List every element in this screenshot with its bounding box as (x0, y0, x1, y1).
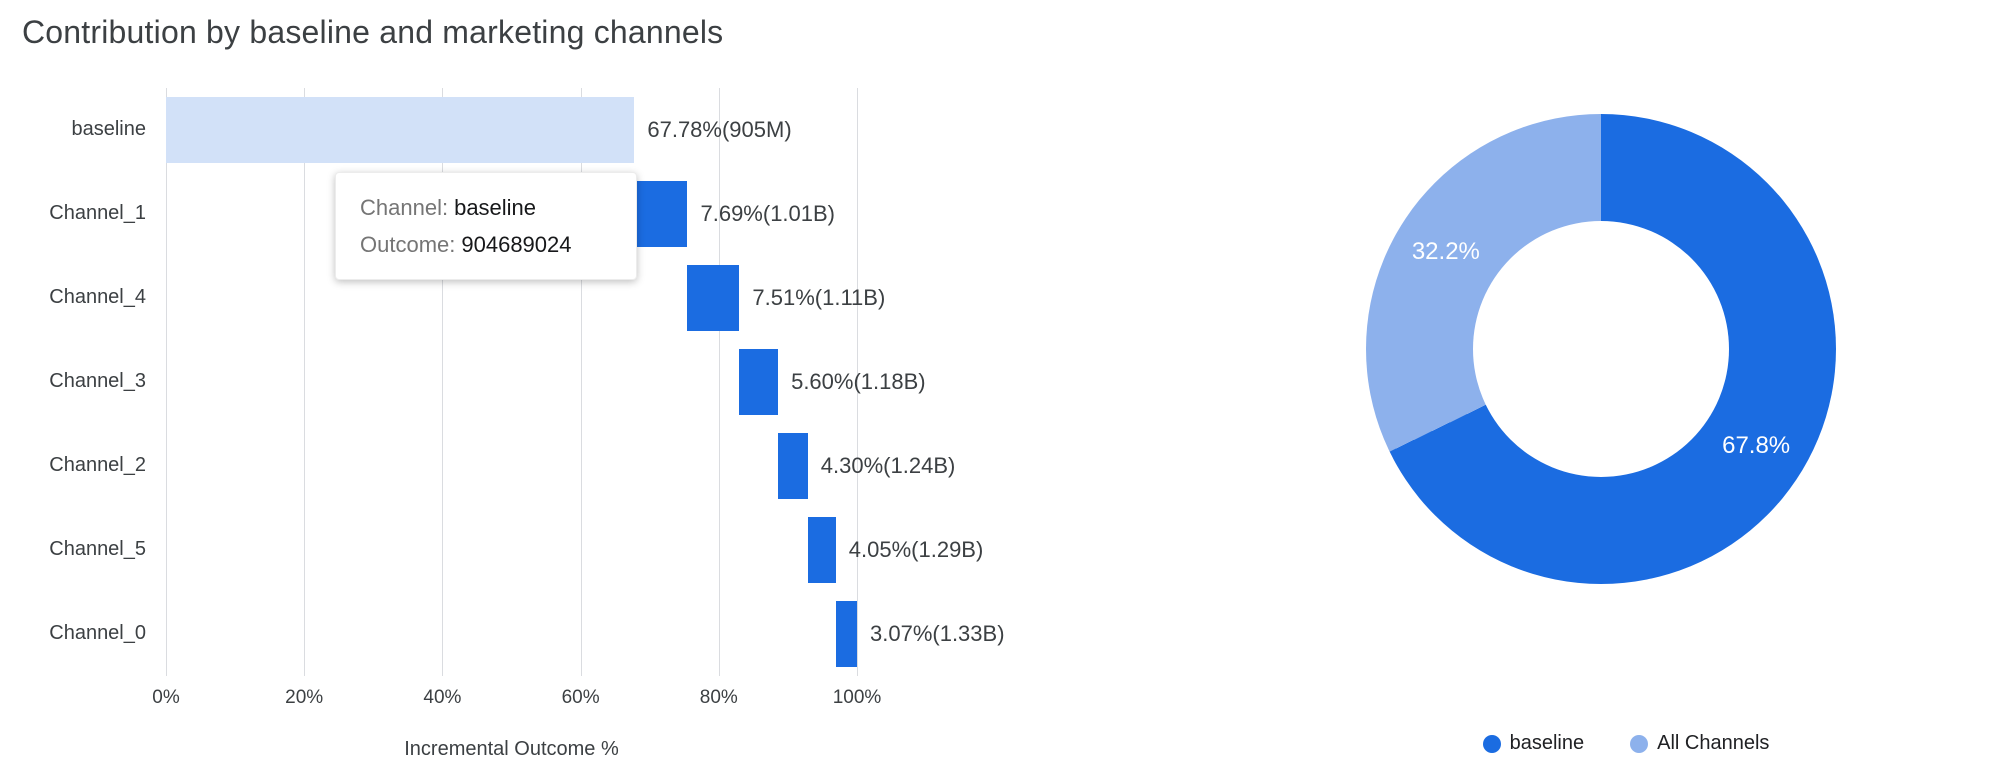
bar-value-label: 3.07%(1.33B) (870, 621, 1005, 646)
category-label-Channel_0: Channel_0 (49, 622, 146, 644)
gridline (580, 88, 582, 676)
gridline (857, 88, 858, 676)
x-tick-label: 60% (561, 687, 600, 708)
x-tick-label: 0% (152, 687, 180, 708)
x-tick-label: 40% (423, 687, 462, 708)
tooltip-outcome-row: Outcome: 904689024 (360, 226, 612, 263)
x-tick-label: 80% (699, 687, 738, 708)
donut-chart: 67.8% 32.2% (1366, 114, 1836, 584)
gridline (166, 88, 167, 676)
bar-Channel_5[interactable] (807, 517, 836, 583)
bar-Channel_4[interactable] (687, 265, 740, 331)
category-label-Channel_2: Channel_2 (49, 454, 146, 476)
legend-label: All Channels (1657, 732, 1770, 754)
bar-Channel_0[interactable] (835, 601, 857, 667)
legend-label: baseline (1509, 732, 1585, 754)
bar-value-label: 4.05%(1.29B) (848, 537, 984, 562)
slice-label-all-channels: 32.2% (1411, 237, 1480, 265)
bar-baseline[interactable] (166, 97, 635, 163)
x-tick-label: 20% (285, 687, 324, 708)
legend-dot-icon (1630, 734, 1649, 753)
bar-value-label: 7.69%(1.01B) (700, 201, 836, 226)
gridline (442, 88, 444, 676)
bar-Channel_3[interactable] (739, 349, 779, 415)
bar-value-label: 67.78%(905M) (647, 117, 792, 142)
category-label-baseline: baseline (71, 118, 146, 140)
legend-dot-icon (1482, 734, 1501, 753)
chart-title: Contribution by baseline and marketing c… (22, 14, 724, 50)
category-label-Channel_3: Channel_3 (49, 370, 146, 392)
bar-Channel_2[interactable] (778, 433, 808, 499)
category-label-Channel_1: Channel_1 (49, 202, 146, 224)
tooltip-outcome-label: Outcome: (360, 232, 456, 257)
bar-Channel_1[interactable] (634, 181, 688, 247)
gridline (718, 88, 720, 676)
bar-value-label: 5.60%(1.18B) (791, 369, 926, 394)
tooltip-channel-row: Channel: baseline (360, 189, 612, 226)
slice-label-baseline: 67.8% (1722, 432, 1791, 460)
bar-value-label: 7.51%(1.11B) (752, 285, 886, 310)
hover-tooltip: Channel: baseline Outcome: 904689024 (335, 172, 637, 280)
tooltip-channel-label: Channel: (360, 195, 449, 220)
tooltip-channel-value: baseline (454, 195, 537, 220)
x-axis-title: Incremental Outcome % (404, 738, 619, 760)
donut-hole (1473, 221, 1729, 477)
category-label-Channel_5: Channel_5 (49, 538, 146, 560)
tooltip-outcome-value: 904689024 (461, 232, 572, 257)
x-tick-label: 100% (832, 687, 882, 708)
gridline (304, 88, 306, 676)
donut-legend: baseline All Channels (1306, 732, 1946, 755)
legend-item-all-channels[interactable]: All Channels (1630, 732, 1769, 755)
bar-value-label: 4.30%(1.24B) (820, 453, 956, 478)
category-label-Channel_4: Channel_4 (49, 286, 146, 308)
legend-item-baseline[interactable]: baseline (1482, 732, 1585, 755)
